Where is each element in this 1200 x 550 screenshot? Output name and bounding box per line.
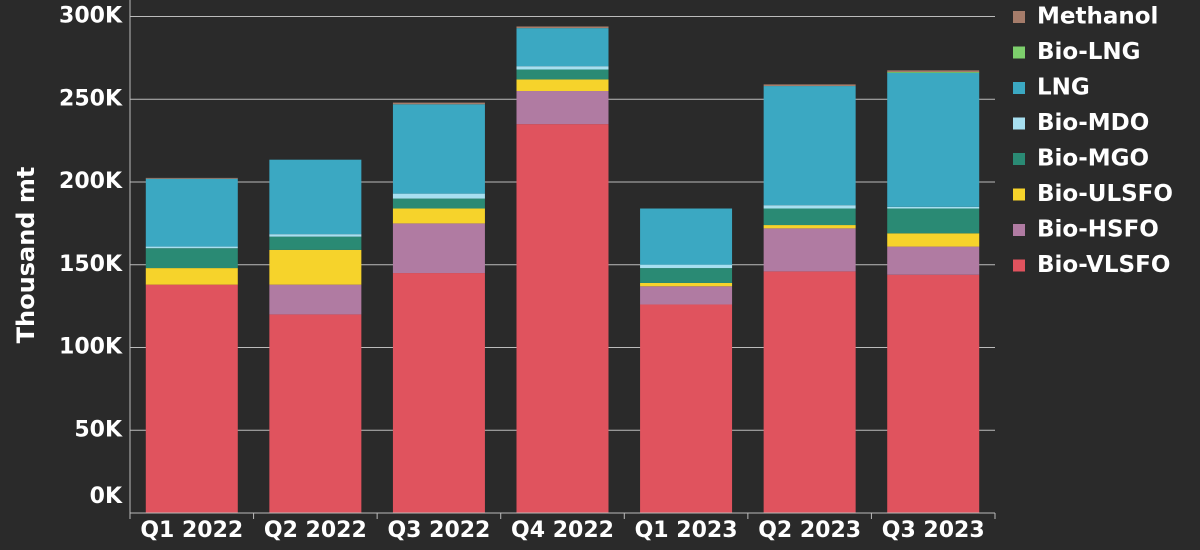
- bar-segment: [516, 66, 609, 70]
- x-tick-label: Q2 2022: [264, 518, 367, 543]
- legend-label: Bio-HSFO: [1037, 217, 1159, 243]
- legend-label: Methanol: [1037, 4, 1158, 30]
- bar-segment: [640, 264, 733, 269]
- bar-segment: [763, 86, 856, 206]
- bar-segment: [763, 208, 856, 226]
- bar-segment: [516, 91, 609, 125]
- bar-segment: [392, 102, 485, 105]
- bar-segment: [145, 246, 238, 249]
- legend-label: Bio-ULSFO: [1037, 181, 1173, 207]
- legend-label: LNG: [1037, 75, 1090, 101]
- bar-segment: [516, 28, 609, 67]
- bar-segment: [145, 177, 238, 179]
- bar-segment: [763, 84, 856, 87]
- y-tick-label: 200K: [59, 169, 123, 194]
- legend-swatch: [1013, 188, 1025, 201]
- legend-swatch: [1013, 259, 1025, 272]
- x-tick-label: Q2 2023: [758, 518, 861, 543]
- legend-label: Bio-VLSFO: [1037, 252, 1170, 278]
- bar-segment: [763, 225, 856, 229]
- bar-segment: [763, 228, 856, 272]
- bar-segment: [763, 271, 856, 513]
- bar-segment: [640, 208, 733, 265]
- bar-segment: [887, 71, 980, 73]
- bar-segment: [887, 206, 980, 209]
- bar-segment: [763, 205, 856, 209]
- bar-segment: [516, 79, 609, 92]
- bar-segment: [640, 268, 733, 283]
- bar-segment: [640, 304, 733, 513]
- bar-segment: [269, 236, 362, 250]
- legend-swatch: [1013, 153, 1025, 165]
- y-tick-label: 250K: [59, 86, 123, 111]
- bar-segment: [145, 248, 238, 269]
- x-tick-label: Q1 2023: [635, 518, 738, 543]
- legend-swatch: [1013, 117, 1025, 130]
- bar-segment: [887, 72, 980, 207]
- bar-segment: [145, 284, 238, 513]
- y-tick-label: 0K: [90, 484, 123, 509]
- y-tick-label: 150K: [59, 252, 123, 277]
- x-tick-label: Q4 2022: [511, 518, 614, 543]
- bar-segment: [145, 268, 238, 285]
- bar-segment: [269, 159, 362, 235]
- y-tick-label: 300K: [59, 4, 123, 29]
- bar-segment: [392, 193, 485, 199]
- y-tick-label: 100K: [59, 335, 123, 360]
- bar-segment: [392, 198, 485, 209]
- legend-swatch: [1013, 82, 1025, 94]
- bar-segment: [392, 273, 485, 513]
- bar-segment: [887, 246, 980, 275]
- bar-segment: [887, 208, 980, 234]
- legend-swatch: [1013, 224, 1025, 236]
- bar-segment: [392, 223, 485, 274]
- bar-segment: [269, 284, 362, 315]
- bar-segment: [887, 70, 980, 72]
- bar-segment: [269, 314, 362, 513]
- legend-label: Bio-MGO: [1037, 146, 1149, 172]
- x-tick-label: Q3 2022: [387, 518, 490, 543]
- bar-segment: [145, 178, 238, 247]
- legend-label: Bio-LNG: [1037, 39, 1141, 65]
- legend-label: Bio-MDO: [1037, 110, 1149, 136]
- bar-segment: [516, 26, 609, 29]
- bar-segment: [392, 104, 485, 194]
- bar-segment: [516, 69, 609, 80]
- x-tick-label: Q3 2023: [882, 518, 985, 543]
- bar-segment: [269, 249, 362, 285]
- bar-segment: [887, 274, 980, 513]
- bar-segment: [887, 233, 980, 247]
- bar-segment: [640, 286, 733, 305]
- bar-segment: [516, 124, 609, 513]
- bar-segment: [392, 208, 485, 224]
- y-axis-title: Thousand mt: [12, 167, 40, 344]
- legend-swatch: [1013, 11, 1025, 23]
- bar-segment: [269, 234, 362, 237]
- y-tick-label: 50K: [74, 417, 123, 442]
- legend-swatch: [1013, 46, 1025, 59]
- x-tick-label: Q1 2022: [140, 518, 243, 543]
- bar-segment: [640, 282, 733, 287]
